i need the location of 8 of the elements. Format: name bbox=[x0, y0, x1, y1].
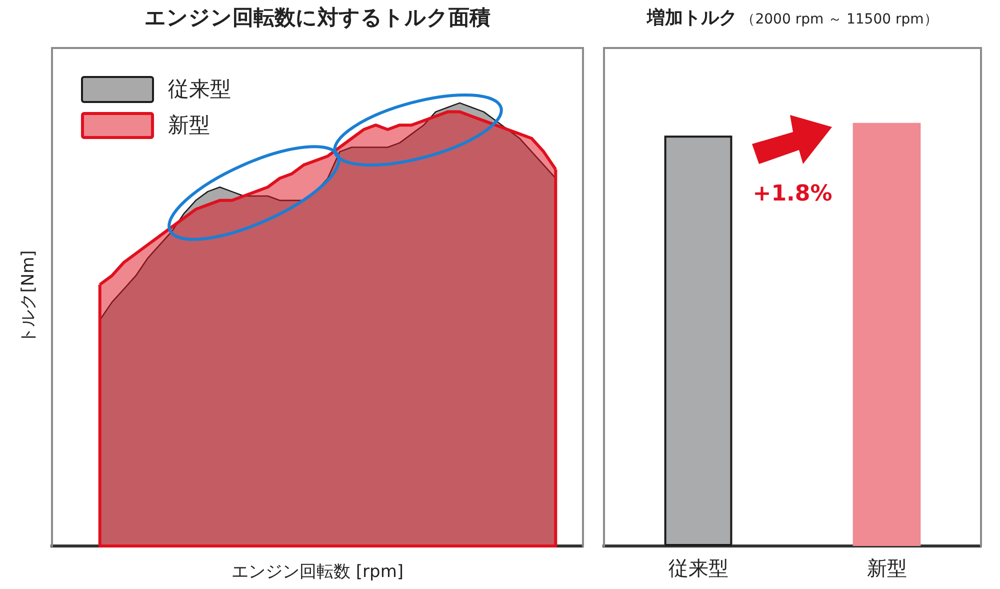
chart-title: 増加トルク bbox=[646, 6, 738, 29]
legend-label: 従来型 bbox=[168, 76, 231, 103]
legend-label: 新型 bbox=[168, 112, 210, 139]
chart-title: エンジン回転数に対するトルク面積 bbox=[144, 5, 490, 30]
annotation: +1.8% bbox=[752, 181, 832, 206]
x-axis-title: エンジン回転数 [rpm] bbox=[231, 562, 404, 582]
y-axis-title: トルク[Nm] bbox=[18, 250, 39, 344]
chart-subtitle: （2000 rpm ～ 11500 rpm） bbox=[741, 12, 938, 28]
